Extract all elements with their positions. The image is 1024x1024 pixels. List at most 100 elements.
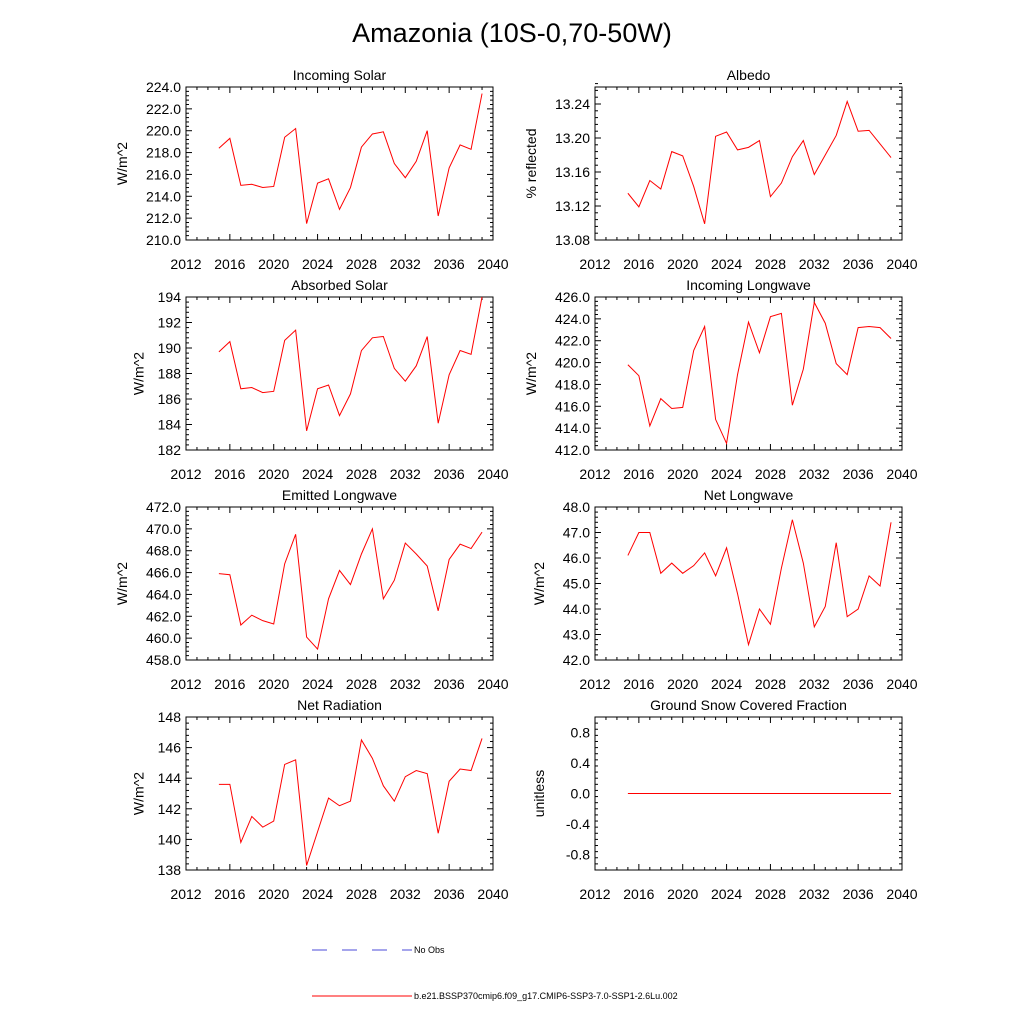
x-tick-label: 2020: [258, 676, 289, 692]
panel-net-longwave: Net Longwave 2012 2016 2020 2024 2028 2032 2036…: [531, 487, 918, 692]
y-tick-label: 458.0: [146, 652, 181, 668]
x-tick-label: 2012: [170, 466, 201, 482]
y-tick-label: 44.0: [563, 601, 590, 617]
y-tick-label: 212.0: [146, 210, 181, 226]
panel-albedo: Albedo 2012 2016 2020 2024 2028 2032 2036 2040 13…: [523, 67, 918, 272]
y-tick-label: 43.0: [563, 627, 590, 643]
x-tick-label: 2028: [755, 256, 786, 272]
y-tick-label: 13.12: [555, 198, 590, 214]
x-tick-label: 2036: [434, 466, 465, 482]
panel-title: Incoming Longwave: [686, 277, 811, 293]
y-tick-label: 0.4: [571, 755, 591, 771]
series-line: [218, 296, 483, 432]
panel-ground-snow-covered-fraction: Ground Snow Covered Fraction 2012 2016 2020…: [531, 697, 918, 902]
y-tick-label: 416.0: [555, 398, 590, 414]
x-tick-label: 2020: [667, 466, 698, 482]
panel-incoming-solar: Incoming Solar 2012 2016 2020 2024 2028 2032 20…: [114, 67, 509, 272]
y-axis-label: W/m^2: [523, 352, 539, 395]
y-axis-label: W/m^2: [114, 142, 130, 185]
plot-frame: [594, 506, 903, 661]
x-tick-label: 2028: [346, 256, 377, 272]
x-tick-label: 2036: [843, 676, 874, 692]
panel-title: Absorbed Solar: [291, 277, 388, 293]
series-line: [218, 93, 483, 224]
y-tick-label: 192: [158, 315, 182, 331]
y-tick-label: 460.0: [146, 630, 181, 646]
y-tick-label: 412.0: [555, 442, 590, 458]
y-tick-label: 462.0: [146, 608, 181, 624]
x-tick-label: 2028: [346, 676, 377, 692]
y-tick-label: 13.16: [555, 164, 590, 180]
x-tick-label: 2012: [170, 886, 201, 902]
y-tick-label: 48.0: [563, 499, 590, 515]
x-tick-label: 2024: [302, 256, 333, 272]
panel-net-radiation: Net Radiation 2012 2016 2020 2024 2028 2032 203…: [130, 697, 508, 902]
y-tick-label: 418.0: [555, 376, 590, 392]
y-tick-label: 140: [158, 831, 182, 847]
plot-frame: [185, 86, 494, 241]
y-tick-label: -0.8: [566, 847, 590, 863]
x-tick-label: 2012: [579, 676, 610, 692]
x-tick-label: 2040: [477, 676, 508, 692]
x-tick-label: 2024: [711, 466, 742, 482]
x-tick-label: 2040: [886, 676, 917, 692]
y-tick-label: 420.0: [555, 355, 590, 371]
x-tick-label: 2036: [843, 256, 874, 272]
y-tick-label: 216.0: [146, 166, 181, 182]
y-tick-label: 45.0: [563, 576, 590, 592]
y-tick-label: 144: [158, 770, 182, 786]
y-tick-label: 146: [158, 740, 182, 756]
x-tick-label: 2032: [799, 886, 830, 902]
plot-frame: [594, 296, 903, 451]
legend-model-label: b.e21.BSSP370cmip6.f09_g17.CMIP6-SSP3-7.…: [414, 991, 678, 1001]
y-tick-label: 188: [158, 366, 182, 382]
y-tick-label: 190: [158, 340, 182, 356]
y-tick-label: 220.0: [146, 123, 181, 139]
x-tick-label: 2028: [346, 886, 377, 902]
x-tick-label: 2024: [302, 466, 333, 482]
x-tick-label: 2036: [434, 676, 465, 692]
x-tick-label: 2012: [170, 256, 201, 272]
x-tick-label: 2020: [258, 466, 289, 482]
x-tick-label: 2040: [477, 886, 508, 902]
y-tick-label: 222.0: [146, 101, 181, 117]
x-tick-label: 2016: [214, 886, 245, 902]
y-tick-label: 218.0: [146, 145, 181, 161]
x-tick-label: 2028: [755, 886, 786, 902]
x-tick-label: 2012: [579, 886, 610, 902]
x-tick-label: 2036: [434, 886, 465, 902]
x-tick-label: 2028: [755, 676, 786, 692]
y-tick-label: 148: [158, 709, 182, 725]
y-axis-label: W/m^2: [114, 562, 130, 605]
panel-title: Net Longwave: [704, 487, 794, 503]
y-tick-label: 13.08: [555, 232, 590, 248]
y-tick-label: 426.0: [555, 289, 590, 305]
x-tick-label: 2024: [711, 256, 742, 272]
y-tick-label: 13.20: [555, 130, 590, 146]
y-tick-label: 210.0: [146, 232, 181, 248]
x-tick-label: 2040: [886, 256, 917, 272]
x-tick-label: 2016: [623, 466, 654, 482]
x-tick-label: 2036: [843, 466, 874, 482]
y-tick-label: 13.24: [555, 96, 590, 112]
plot-frame: [185, 296, 494, 451]
x-tick-label: 2016: [623, 676, 654, 692]
y-tick-label: 414.0: [555, 420, 590, 436]
x-tick-label: 2036: [434, 256, 465, 272]
y-tick-label: 464.0: [146, 586, 181, 602]
series-line: [218, 738, 483, 866]
y-tick-label: 138: [158, 862, 182, 878]
y-axis-label: % reflected: [523, 128, 539, 198]
y-axis-label: unitless: [531, 770, 547, 817]
y-tick-label: 46.0: [563, 550, 590, 566]
y-tick-label: 214.0: [146, 188, 181, 204]
x-tick-label: 2012: [579, 256, 610, 272]
y-tick-label: 468.0: [146, 543, 181, 559]
panel-incoming-longwave: Incoming Longwave 2012 2016 2020 2024 2028 203…: [523, 277, 918, 482]
x-tick-label: 2016: [214, 466, 245, 482]
y-tick-label: 224.0: [146, 79, 181, 95]
y-tick-label: 472.0: [146, 499, 181, 515]
x-tick-label: 2032: [390, 676, 421, 692]
y-tick-label: 424.0: [555, 311, 590, 327]
panel-title: Net Radiation: [297, 697, 382, 713]
